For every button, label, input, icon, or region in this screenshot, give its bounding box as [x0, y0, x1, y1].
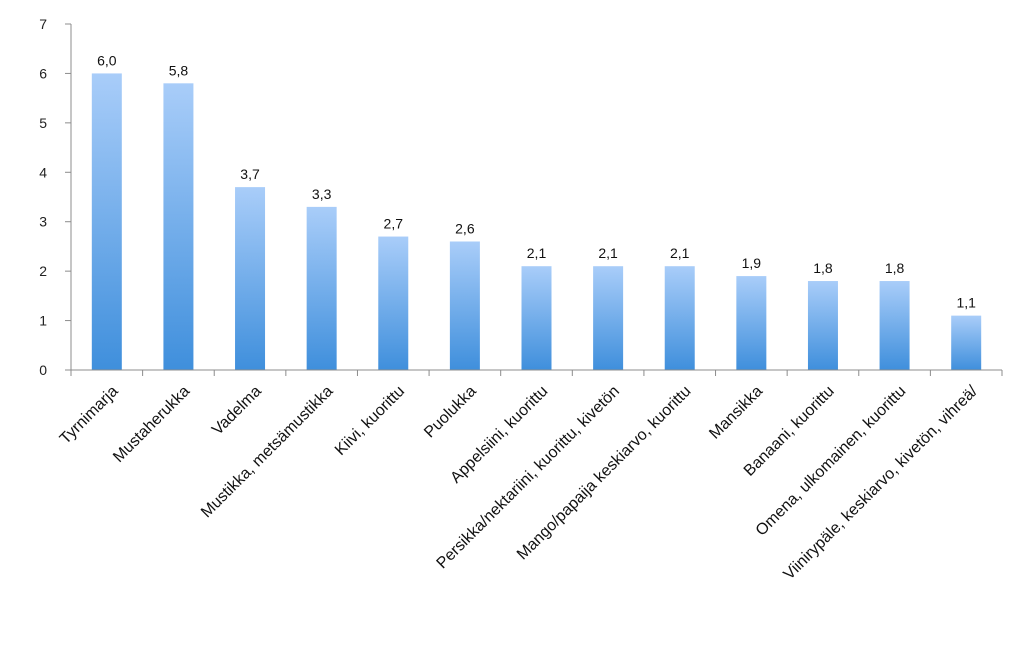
x-category-label: Mustaherukka [110, 383, 193, 466]
bar [163, 83, 194, 371]
data-label: 1,8 [885, 260, 905, 276]
x-category-label: Tyrnimarja [57, 383, 122, 448]
bar [879, 281, 910, 370]
x-category-label: Omena, ulkomainen, kuorittu [753, 383, 910, 540]
data-label: 2,1 [670, 245, 690, 261]
data-label: 6,0 [97, 52, 117, 68]
data-label: 1,8 [813, 260, 833, 276]
x-category-label: Vadelma [209, 383, 265, 439]
data-label: 2,7 [384, 216, 404, 232]
bar [664, 266, 695, 370]
data-label: 1,9 [742, 255, 762, 271]
data-label: 3,3 [312, 186, 332, 202]
bar [235, 187, 266, 370]
data-label: 2,1 [527, 245, 547, 261]
y-axis: 0 1 2 3 4 5 6 7 [39, 16, 72, 378]
y-tick-label: 2 [39, 263, 47, 279]
x-category-label: Puolukka [421, 383, 480, 442]
data-label: 1,1 [956, 295, 976, 311]
data-label: 3,7 [240, 166, 260, 182]
y-tick-label: 4 [39, 164, 47, 180]
data-label: 5,8 [169, 62, 189, 78]
data-label: 2,6 [455, 220, 475, 236]
x-category-label: Kiivi, kuorittu [332, 383, 408, 459]
bar [807, 281, 838, 370]
y-tick-label: 0 [39, 362, 47, 378]
bar [449, 241, 480, 370]
bar [521, 266, 552, 370]
y-tick-label: 3 [39, 214, 47, 230]
bars: 6,0 5,8 3,7 3,3 2,7 2,6 2,1 2,1 2,1 1,9 1,8 1,8 1,1 [91, 52, 982, 371]
y-tick-label: 7 [39, 16, 47, 32]
bar [306, 206, 337, 370]
x-category-label: Mustikka, metsämustikka [198, 383, 336, 521]
y-tick-label: 1 [39, 313, 47, 329]
bar [951, 315, 982, 370]
bar [378, 236, 409, 370]
y-tick-label: 5 [39, 115, 47, 131]
y-tick-label: 6 [39, 65, 47, 81]
bar [736, 276, 767, 370]
x-category-label: Mansikka [706, 383, 766, 443]
bar [91, 73, 122, 370]
data-label: 2,1 [598, 245, 618, 261]
bar [593, 266, 624, 370]
